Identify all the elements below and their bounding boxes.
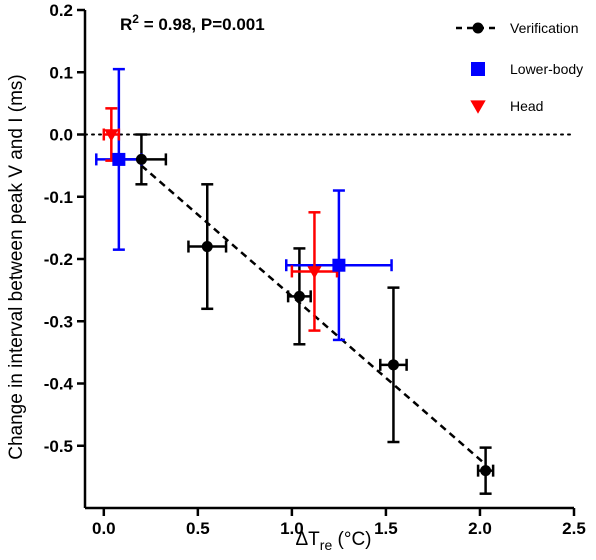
x-tick-label: 1.0 xyxy=(280,519,304,538)
x-tick-label: 1.5 xyxy=(374,519,398,538)
lower-body-point-2 xyxy=(332,258,346,272)
y-tick-label: -0.5 xyxy=(44,437,73,456)
verification-point-3 xyxy=(293,290,305,302)
legend-label: Verification xyxy=(510,20,578,36)
x-tick-label: 2.0 xyxy=(468,519,492,538)
x-axis-title: ΔTre (°C) xyxy=(295,529,371,553)
legend-label: Lower-body xyxy=(510,61,583,77)
y-tick-label: -0.1 xyxy=(44,188,73,207)
annotation-rest: = 0.98, P=0.001 xyxy=(139,15,265,34)
x-tick-label: 0.0 xyxy=(92,519,116,538)
y-tick-label: -0.4 xyxy=(44,375,74,394)
verification-point-4 xyxy=(387,359,399,371)
legend-item-head: Head xyxy=(470,98,543,114)
x-axis-title-subscript: re xyxy=(320,537,333,553)
legend-circle-icon xyxy=(472,22,484,34)
verification-point-5 xyxy=(480,465,492,477)
verification-point-2 xyxy=(201,241,213,253)
y-axis-title: Change in interval between peak V and I … xyxy=(6,74,27,460)
head-point-1 xyxy=(104,129,119,142)
legend-square-icon xyxy=(471,62,485,76)
annotation-superscript: 2 xyxy=(132,12,139,26)
y-tick-label: 0.1 xyxy=(49,63,73,82)
verification-trend-line xyxy=(140,164,487,466)
x-tick-label: 0.5 xyxy=(186,519,210,538)
x-axis-title-main: ΔT xyxy=(295,529,320,550)
lower-body-point-1 xyxy=(112,152,126,166)
annotation-main: R xyxy=(120,15,132,34)
legend-item-lower-body: Lower-body xyxy=(471,61,583,77)
legend-item-verification: Verification xyxy=(456,20,578,36)
x-axis-title-unit: (°C) xyxy=(332,529,371,550)
x-tick-label: 2.5 xyxy=(562,519,586,538)
head-point-2 xyxy=(307,266,322,279)
legend-label: Head xyxy=(510,98,543,114)
r-squared-annotation: R2 = 0.98, P=0.001 xyxy=(120,12,265,34)
verification-point-1 xyxy=(135,153,147,165)
y-tick-label: 0.2 xyxy=(49,1,73,20)
legend-triangle-icon xyxy=(470,100,486,114)
y-tick-label: 0.0 xyxy=(49,126,73,145)
y-tick-label: -0.3 xyxy=(44,312,73,331)
y-tick-label: -0.2 xyxy=(44,250,73,269)
